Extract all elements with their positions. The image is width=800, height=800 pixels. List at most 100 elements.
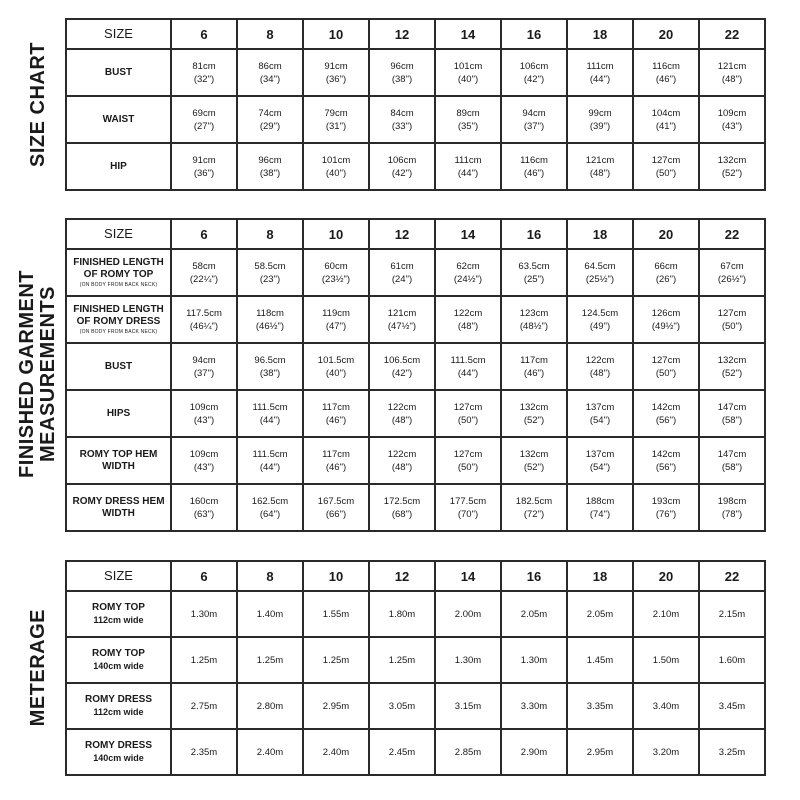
table-cell: 2.40m: [302, 728, 370, 776]
row-label: FINISHED LENGTH OF ROMY TOP (ON BODY FROM…: [65, 248, 172, 297]
value-meters: 1.30m: [520, 654, 548, 666]
size-header-12: 12: [368, 218, 436, 250]
row-label-text: HIP: [110, 160, 127, 172]
table-cell: 96.5cm (38"): [236, 342, 304, 391]
value-cm: 172.5cm: [383, 495, 421, 507]
value-cm: 198cm: [717, 495, 747, 507]
size-header-label: SIZE: [65, 18, 172, 50]
table-cell: 63.5cm (25"): [500, 248, 568, 297]
table-row: FINISHED LENGTH OF ROMY DRESS (ON BODY FR…: [65, 295, 766, 344]
table-cell: 119cm (47"): [302, 295, 370, 344]
value-meters: 1.45m: [586, 654, 614, 666]
value-cm: 188cm: [585, 495, 615, 507]
table-cell: 1.30m: [500, 636, 568, 684]
value-cm: 127cm: [453, 448, 483, 460]
value-meters: 2.90m: [520, 746, 548, 758]
value-cm: 104cm: [651, 107, 681, 119]
value-cm: 167.5cm: [317, 495, 355, 507]
table-cell: 2.35m: [170, 728, 238, 776]
table-cell: 147cm (58"): [698, 389, 766, 438]
table-cell: 182.5cm (72"): [500, 483, 568, 532]
size-header-18: 18: [566, 560, 634, 592]
value-meters: 2.40m: [322, 746, 350, 758]
value-meters: 1.50m: [652, 654, 680, 666]
row-label-fabric-width: 140cm wide: [93, 661, 144, 671]
value-cm: 137cm: [585, 401, 615, 413]
value-meters: 1.30m: [190, 608, 218, 620]
table-cell: 67cm (26½"): [698, 248, 766, 297]
table-cell: 74cm (29"): [236, 95, 304, 144]
value-cm: 111.5cm: [252, 401, 288, 413]
table-cell: 127cm (50"): [434, 389, 502, 438]
value-cm: 127cm: [453, 401, 483, 413]
row-label-text: ROMY DRESS HEM WIDTH: [72, 495, 165, 519]
table-cell: 116cm (46"): [500, 142, 568, 191]
table-cell: 101cm (40"): [302, 142, 370, 191]
value-inches: (24½"): [453, 273, 483, 285]
value-inches: (23½"): [321, 273, 351, 285]
size-chart-title: SIZE CHART: [26, 41, 49, 167]
value-cm: 109cm: [189, 401, 219, 413]
row-label: ROMY TOP 140cm wide: [65, 636, 172, 684]
value-inches: (22¼"): [189, 273, 219, 285]
value-cm: 132cm: [519, 448, 549, 460]
value-inches: (49½"): [651, 320, 681, 332]
table-cell: 111cm (44"): [566, 48, 634, 97]
table-cell: 142cm (56"): [632, 436, 700, 485]
table-cell: 2.40m: [236, 728, 304, 776]
table-cell: 84cm (33"): [368, 95, 436, 144]
table-cell: 117cm (46"): [500, 342, 568, 391]
value-cm: 96.5cm: [254, 354, 286, 366]
table-cell: 106.5cm (42"): [368, 342, 436, 391]
row-label-text: ROMY TOP: [92, 602, 145, 613]
size-header-10: 10: [302, 560, 370, 592]
table-cell: 101.5cm (40"): [302, 342, 370, 391]
table-cell: 1.50m: [632, 636, 700, 684]
table-cell: 94cm (37"): [170, 342, 238, 391]
value-cm: 67cm: [720, 260, 744, 272]
value-meters: 2.10m: [652, 608, 680, 620]
value-cm: 147cm: [717, 401, 747, 413]
table-cell: 3.35m: [566, 682, 634, 730]
value-inches: (38"): [259, 367, 281, 379]
value-inches: (76"): [655, 508, 677, 520]
table-cell: 116cm (46"): [632, 48, 700, 97]
table-cell: 1.45m: [566, 636, 634, 684]
value-meters: 2.05m: [520, 608, 548, 620]
finished-title-line2: MEASUREMENTS: [37, 286, 59, 463]
row-label: WAIST: [65, 95, 172, 144]
table-cell: 1.40m: [236, 590, 304, 638]
value-inches: (52"): [523, 461, 545, 473]
value-cm: 66cm: [654, 260, 678, 272]
row-label-text: BUST: [104, 360, 133, 372]
value-inches: (48"): [589, 167, 611, 179]
value-inches: (46"): [523, 167, 545, 179]
size-header-18: 18: [566, 218, 634, 250]
value-inches: (44"): [259, 461, 281, 473]
size-header-6: 6: [170, 218, 238, 250]
header-row: SIZE 6 8 10 12 14 16 18 20 22: [65, 18, 766, 50]
value-cm: 94cm: [522, 107, 546, 119]
table-cell: 172.5cm (68"): [368, 483, 436, 532]
table-cell: 106cm (42"): [368, 142, 436, 191]
table-row: HIP 91cm (36") 96cm (38") 101cm (40") 106cm (42"…: [65, 142, 766, 191]
table-cell: 127cm (50"): [632, 342, 700, 391]
value-cm: 124.5cm: [581, 307, 619, 319]
meterage-title: METERAGE: [26, 609, 49, 727]
value-cm: 111cm: [586, 60, 614, 72]
value-cm: 117cm: [520, 354, 548, 366]
value-cm: 162.5cm: [251, 495, 289, 507]
value-cm: 69cm: [192, 107, 216, 119]
value-inches: (46"): [325, 414, 347, 426]
value-cm: 127cm: [717, 307, 747, 319]
value-inches: (42"): [391, 167, 413, 179]
value-cm: 116cm: [520, 154, 548, 166]
table-cell: 3.30m: [500, 682, 568, 730]
table-cell: 3.05m: [368, 682, 436, 730]
value-cm: 99cm: [588, 107, 612, 119]
value-cm: 109cm: [717, 107, 747, 119]
value-inches: (58"): [721, 414, 743, 426]
table-cell: 3.45m: [698, 682, 766, 730]
value-cm: 91cm: [324, 60, 348, 72]
row-label-note: (ON BODY FROM BACK NECK): [79, 281, 158, 288]
